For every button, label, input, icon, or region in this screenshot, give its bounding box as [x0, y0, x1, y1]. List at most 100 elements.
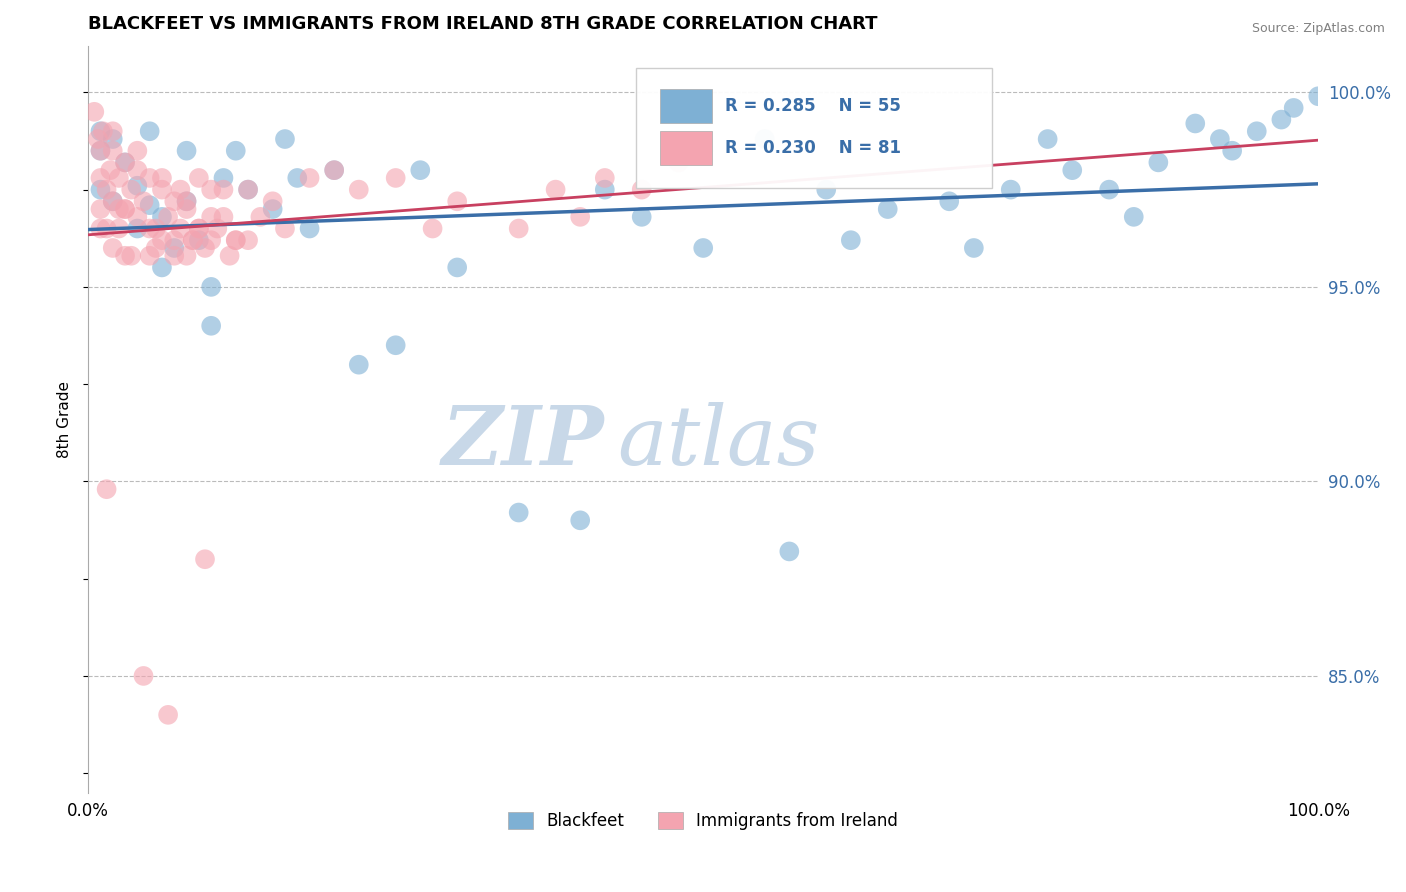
Point [96, 482, 118, 496]
Point [249, 210, 271, 224]
Point [212, 170, 235, 185]
Point [347, 358, 370, 372]
Point [262, 202, 284, 216]
Point [157, 707, 180, 722]
Point [1246, 124, 1268, 138]
Point [176, 194, 198, 209]
Text: atlas: atlas [617, 401, 820, 482]
Point [963, 241, 986, 255]
FancyBboxPatch shape [661, 131, 711, 165]
Point [176, 249, 198, 263]
Point [108, 202, 131, 216]
Point [1098, 183, 1121, 197]
Point [83, 104, 105, 119]
Point [1282, 101, 1305, 115]
Point [114, 155, 136, 169]
Point [212, 210, 235, 224]
Point [274, 221, 297, 235]
Point [181, 233, 204, 247]
Point [101, 241, 124, 255]
Point [225, 144, 247, 158]
Point [200, 280, 222, 294]
Point [87, 132, 110, 146]
Point [132, 669, 155, 683]
Point [207, 221, 229, 235]
Point [127, 144, 149, 158]
Point [630, 183, 652, 197]
Point [212, 183, 235, 197]
Point [194, 552, 217, 566]
Point [692, 144, 714, 158]
Point [274, 132, 297, 146]
Point [323, 163, 346, 178]
Point [508, 506, 530, 520]
Point [127, 163, 149, 178]
Point [285, 170, 308, 185]
Point [593, 183, 616, 197]
Point [150, 183, 173, 197]
Point [89, 144, 111, 158]
Point [132, 194, 155, 209]
Point [1062, 163, 1084, 178]
Point [409, 163, 432, 178]
Point [169, 183, 191, 197]
Point [187, 170, 209, 185]
Point [778, 544, 800, 558]
Point [114, 155, 136, 169]
Point [544, 183, 567, 197]
Point [225, 233, 247, 247]
Point [298, 221, 321, 235]
Point [138, 249, 160, 263]
Point [101, 194, 124, 209]
Point [145, 221, 167, 235]
Point [692, 241, 714, 255]
Point [218, 249, 240, 263]
Point [1000, 183, 1022, 197]
Point [108, 170, 131, 185]
Point [157, 210, 180, 224]
Point [508, 221, 530, 235]
Point [89, 183, 111, 197]
Point [200, 183, 222, 197]
Point [1036, 132, 1059, 146]
Point [236, 233, 259, 247]
Point [1122, 210, 1144, 224]
Point [150, 210, 173, 224]
Point [200, 318, 222, 333]
Point [96, 183, 118, 197]
Y-axis label: 8th Grade: 8th Grade [58, 381, 72, 458]
Point [98, 163, 121, 178]
Point [114, 202, 136, 216]
Point [262, 194, 284, 209]
Point [163, 249, 186, 263]
Point [108, 221, 131, 235]
Point [181, 233, 204, 247]
Point [876, 202, 898, 216]
Point [384, 338, 406, 352]
Point [150, 260, 173, 275]
Point [236, 183, 259, 197]
Point [754, 132, 776, 146]
Point [815, 183, 838, 197]
Point [169, 221, 191, 235]
Point [938, 194, 960, 209]
Point [1209, 132, 1232, 146]
Point [114, 249, 136, 263]
Point [323, 163, 346, 178]
Point [138, 170, 160, 185]
Text: R = 0.285    N = 55: R = 0.285 N = 55 [725, 97, 901, 115]
Point [446, 260, 468, 275]
Point [176, 194, 198, 209]
Point [187, 221, 209, 235]
Point [114, 202, 136, 216]
Point [446, 194, 468, 209]
Point [176, 144, 198, 158]
Point [569, 210, 592, 224]
Point [194, 241, 217, 255]
Point [145, 241, 167, 255]
Text: ZIP: ZIP [441, 401, 605, 482]
Point [187, 221, 209, 235]
Point [187, 233, 209, 247]
Point [101, 124, 124, 138]
Point [96, 221, 118, 235]
